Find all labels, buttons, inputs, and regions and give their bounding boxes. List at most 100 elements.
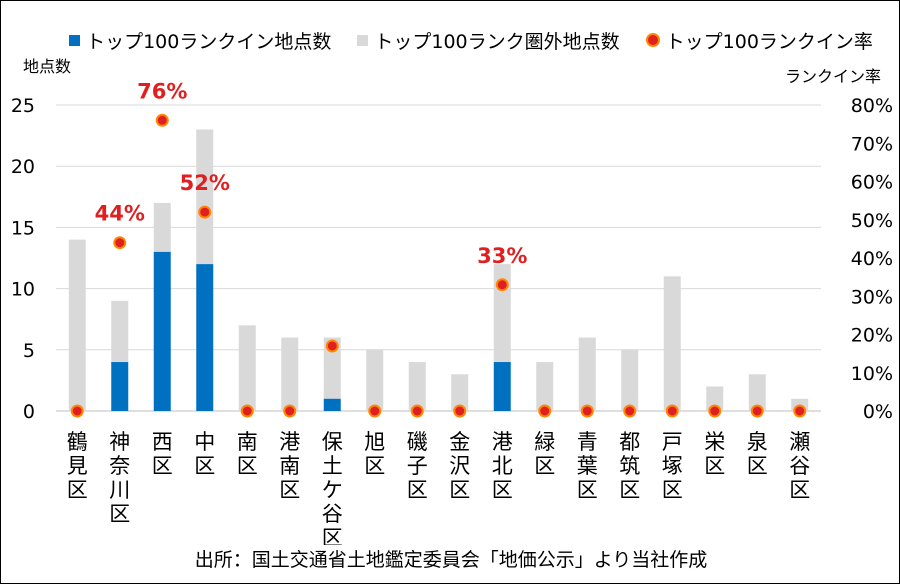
bar-out-13 (578, 337, 596, 411)
rate-marker-16 (708, 404, 722, 418)
category-label: 南 (279, 454, 300, 478)
right-tick-label: 10% (851, 363, 893, 385)
left-axis-title: 地点数 (23, 57, 72, 76)
category-label: 区 (194, 454, 215, 478)
category-label: 保 (322, 430, 343, 454)
left-tick-label: 20 (11, 156, 35, 178)
rate-label: 44% (95, 202, 145, 226)
rate-marker-13 (580, 404, 594, 418)
category-label: 区 (789, 478, 810, 502)
bar-out-12 (536, 362, 554, 411)
bar-out-15 (663, 276, 681, 411)
rate-marker-12 (538, 404, 552, 418)
category-label: 区 (534, 454, 555, 478)
legend-swatch-gray (357, 34, 369, 46)
right-tick-label: 80% (851, 95, 893, 117)
right-tick-label: 50% (851, 210, 893, 232)
rate-marker-4 (198, 205, 212, 219)
category-label: 鶴 (67, 430, 88, 454)
legend: トップ100ランクイン地点数 トップ100ランク圏外地点数 トップ100ランクイ… (61, 27, 881, 53)
category-label: 青 (577, 430, 598, 454)
category-label: 区 (747, 454, 768, 478)
rate-marker-1 (70, 404, 84, 418)
category-label: 区 (67, 478, 88, 502)
category-label: 区 (577, 478, 598, 502)
rate-marker-10 (453, 404, 467, 418)
bar-out-2 (111, 300, 129, 363)
bar-out-14 (621, 349, 639, 411)
category-label: 栄 (704, 430, 725, 454)
category-label: 区 (152, 454, 173, 478)
category-label: 港 (492, 430, 513, 454)
rate-marker-14 (623, 404, 637, 418)
bar-out-7 (323, 337, 341, 399)
rate-marker-6 (283, 404, 297, 418)
chart-plot: 05101520250%10%20%30%40%50%60%70%80%鶴見区神… (11, 79, 893, 545)
category-label: 区 (109, 502, 130, 526)
left-tick-label: 15 (11, 217, 35, 239)
source-caption: 出所：国土交通省土地鑑定委員会「地価公示」より当社作成 (194, 549, 708, 571)
bar-in-11 (493, 362, 511, 411)
bar-out-6 (281, 337, 299, 411)
category-label: 区 (492, 478, 513, 502)
right-axis-title: ランクイン率 (784, 67, 881, 86)
category-label: 区 (364, 454, 385, 478)
rate-marker-2 (113, 236, 127, 250)
category-label: 泉 (747, 430, 768, 454)
rate-marker-17 (750, 404, 764, 418)
category-label: 緑 (534, 430, 555, 454)
category-label: 区 (407, 478, 428, 502)
rate-marker-7 (325, 339, 339, 353)
rate-marker-3 (155, 113, 169, 127)
legend-item-rate: トップ100ランクイン率 (645, 27, 873, 54)
left-tick-label: 10 (11, 279, 35, 301)
rate-marker-5 (240, 404, 254, 418)
category-label: 神 (109, 430, 130, 454)
category-label: 見 (67, 454, 88, 478)
rate-marker-18 (793, 404, 807, 418)
category-label: 金 (449, 430, 470, 454)
category-label: 瀬 (789, 430, 810, 454)
category-label: 西 (152, 430, 173, 454)
category-label: 筑 (619, 454, 640, 478)
legend-item-out-count: トップ100ランク圏外地点数 (357, 27, 620, 54)
category-label: ケ (322, 478, 343, 502)
bar-in-2 (111, 362, 129, 411)
category-label: 川 (109, 478, 130, 502)
category-label: 葉 (577, 454, 598, 478)
legend-item-in-count: トップ100ランクイン地点数 (69, 27, 331, 54)
legend-label-out-count: トップ100ランク圏外地点数 (374, 30, 620, 53)
bar-out-10 (451, 374, 469, 411)
category-label: 区 (704, 454, 725, 478)
rate-label: 76% (137, 79, 187, 103)
legend-swatch-dot (645, 33, 660, 47)
bar-out-4 (196, 129, 214, 265)
category-label: 区 (322, 526, 343, 545)
category-label: 北 (492, 454, 513, 478)
right-tick-label: 40% (851, 248, 893, 270)
left-tick-label: 5 (23, 340, 35, 362)
category-label: 旭 (364, 430, 385, 454)
category-label: 区 (279, 478, 300, 502)
bar-in-3 (153, 251, 171, 411)
category-label: 区 (662, 478, 683, 502)
bar-out-1 (68, 239, 86, 411)
category-label: 中 (194, 430, 215, 454)
category-label: 塚 (662, 454, 683, 478)
category-label: 区 (619, 478, 640, 502)
left-tick-label: 25 (11, 95, 35, 117)
category-label: 子 (407, 454, 428, 478)
category-label: 谷 (322, 502, 343, 526)
bar-out-5 (238, 325, 256, 411)
right-tick-label: 70% (851, 133, 893, 155)
right-tick-label: 30% (851, 286, 893, 308)
bar-out-9 (408, 362, 426, 411)
rate-marker-8 (368, 404, 382, 418)
category-label: 沢 (449, 454, 470, 478)
rate-label: 52% (180, 171, 230, 195)
left-tick-label: 0 (23, 401, 35, 423)
bar-out-3 (153, 202, 171, 252)
category-label: 南 (237, 430, 258, 454)
category-label: 奈 (109, 454, 130, 478)
